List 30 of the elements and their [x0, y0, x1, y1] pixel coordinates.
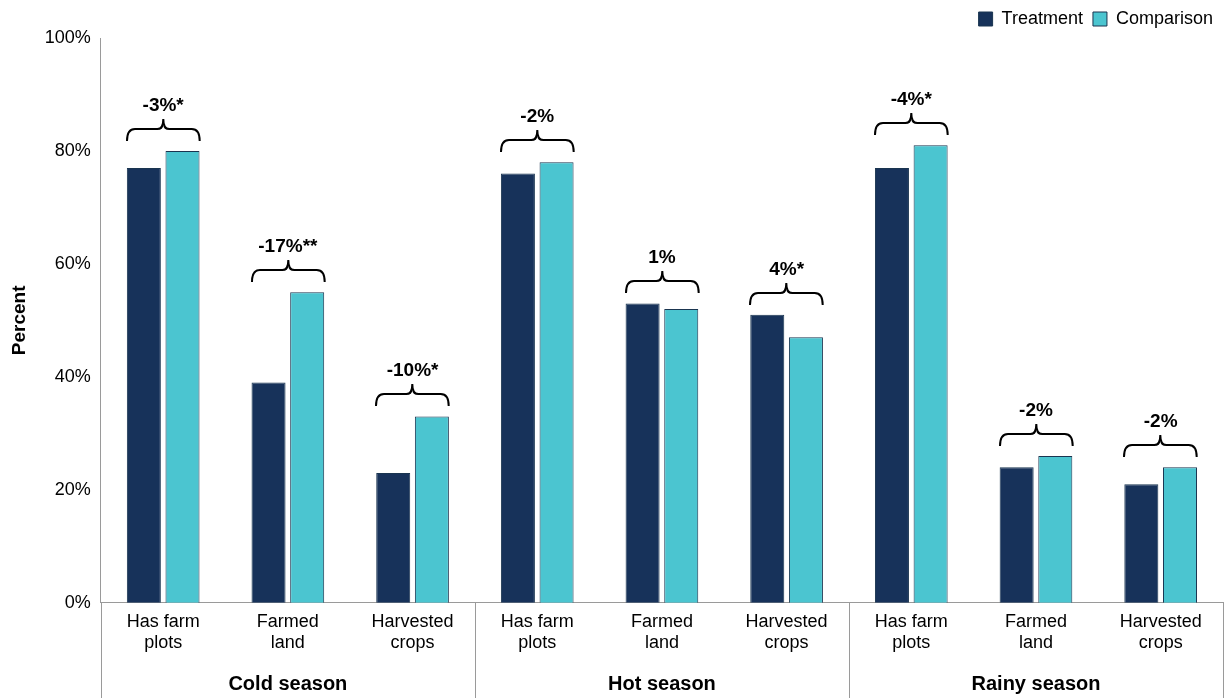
- y-tick-label: 100%: [44, 26, 91, 47]
- y-tick-label: 60%: [54, 252, 91, 273]
- annotation: -2%: [1019, 398, 1053, 420]
- x-tick-label: Harvested crops: [371, 610, 454, 653]
- annotation: -17%**: [258, 235, 319, 257]
- x-tick-label: Farmed land: [1004, 610, 1067, 653]
- annotation: -2%: [520, 105, 555, 127]
- annotation: -3%*: [142, 93, 185, 115]
- x-tick-label: Farmed land: [630, 610, 693, 653]
- text: Hot season: [608, 672, 716, 694]
- x-tick-label: Harvested crops: [745, 610, 828, 653]
- text: Rainy season: [971, 672, 1101, 694]
- y-tick-label: 20%: [54, 478, 91, 499]
- y-tick-label: 80%: [54, 139, 91, 160]
- annotation: 4%*: [769, 257, 805, 279]
- y-tick-label: 0%: [64, 591, 91, 612]
- y-axis-title: Percent: [7, 284, 29, 356]
- x-tick-label: Farmed land: [256, 610, 319, 653]
- legend-label: Treatment: [1001, 7, 1083, 28]
- annotation: 1%: [648, 246, 676, 268]
- x-tick-label: Harvested crops: [1119, 610, 1202, 653]
- x-tick-label: Has farm plots: [500, 610, 574, 653]
- text: Cold season: [228, 672, 348, 694]
- legend-label: Comparison: [1115, 7, 1214, 28]
- annotation: -2%: [1143, 410, 1178, 432]
- x-tick-label: Has farm plots: [874, 610, 948, 653]
- annotation: -10%*: [386, 359, 440, 381]
- annotation: -4%*: [890, 88, 933, 110]
- x-tick-label: Has farm plots: [126, 610, 200, 653]
- y-tick-label: 40%: [54, 365, 91, 386]
